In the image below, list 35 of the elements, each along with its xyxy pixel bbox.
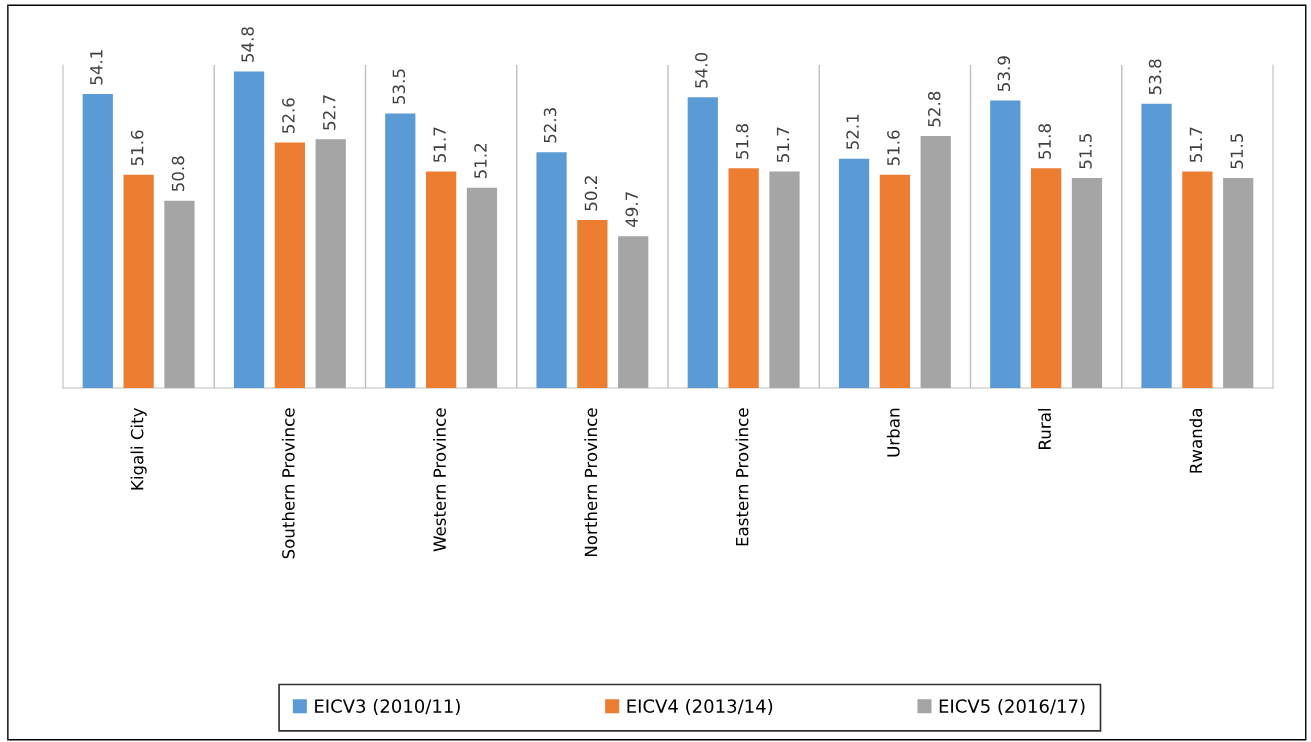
data-label: 50.8 — [171, 156, 185, 192]
data-label: 54.1 — [90, 50, 103, 85]
data-label: 53.8 — [1148, 59, 1162, 95]
x-tick-label: Rwanda — [1189, 408, 1203, 473]
data-label: 49.7 — [625, 192, 639, 228]
x-tick-label: Western Province — [433, 408, 446, 552]
data-label: 53.9 — [997, 56, 1011, 91]
data-label: 52.1 — [846, 114, 859, 150]
data-label: 51.7 — [776, 127, 790, 162]
data-label: 51.5 — [1079, 134, 1092, 169]
legend-label: EICV5 (2016/17) — [939, 698, 1085, 716]
data-label: 51.5 — [1230, 134, 1244, 169]
data-label: 51.6 — [130, 130, 144, 166]
data-label: 51.6 — [887, 130, 900, 166]
legend-label: EICV3 (2010/11) — [315, 698, 460, 716]
data-label: 50.2 — [584, 176, 598, 211]
x-tick-label: Urban — [886, 408, 900, 457]
data-label: 52.8 — [927, 91, 941, 127]
data-label: 54.0 — [695, 52, 708, 88]
x-tick-label: Southern Province — [281, 408, 295, 559]
data-label: 52.6 — [282, 98, 295, 133]
data-label: 52.7 — [322, 95, 336, 130]
data-label: 51.2 — [474, 143, 487, 179]
data-label: 54.8 — [241, 27, 254, 62]
x-tick-label: Rural — [1038, 409, 1051, 449]
data-label: 51.8 — [735, 124, 749, 159]
data-label: 51.8 — [1038, 124, 1051, 159]
data-label: 53.5 — [392, 69, 406, 104]
data-label: 51.7 — [433, 127, 446, 162]
data-label: 51.7 — [1189, 127, 1203, 162]
x-tick-label: Northern Province — [584, 408, 598, 557]
x-tick-label: Eastern Province — [735, 408, 749, 546]
x-tick-label: Kigali City — [130, 407, 147, 490]
data-label: 52.3 — [543, 108, 557, 143]
legend-label: EICV4 (2013/14) — [627, 698, 773, 716]
